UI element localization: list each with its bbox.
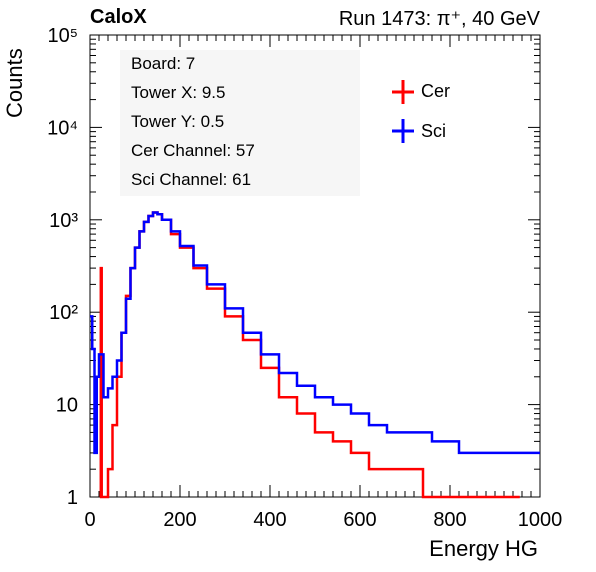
y-tick-label: 10³: [49, 210, 78, 232]
y-axis-label: Counts: [2, 48, 27, 118]
x-tick-label: 400: [253, 509, 286, 531]
x-tick-label: 200: [163, 509, 196, 531]
series-line-cer: [99, 211, 520, 499]
x-tick-label: 1000: [518, 509, 563, 531]
sci-channel-label: Sci Channel: 61: [131, 170, 252, 189]
cer-channel-label: Cer Channel: 57: [131, 141, 255, 160]
x-tick-label: 600: [343, 509, 376, 531]
legend-label-cer: Cer: [421, 81, 451, 101]
y-tick-label: 1: [67, 487, 78, 509]
y-tick-label: 10⁵: [47, 25, 78, 47]
tower-y-label: Tower Y: 0.5: [131, 112, 225, 131]
x-tick-label: 800: [433, 509, 466, 531]
run-header: Run 1473: π⁺, 40 GeV: [339, 6, 540, 31]
beam-label: π⁺, 40 GeV: [436, 8, 540, 30]
experiment-title: CaloX: [90, 6, 147, 28]
run-label: Run 1473:: [338, 8, 432, 30]
y-tick-label: 10: [56, 395, 78, 417]
series-line-sci: [90, 211, 540, 455]
x-axis-label: Energy HG: [429, 536, 538, 561]
x-tick-label: 0: [84, 509, 95, 531]
y-tick-label: 10²: [49, 302, 78, 324]
board-label: Board: 7: [131, 54, 196, 73]
tower-x-label: Tower X: 9.5: [131, 83, 226, 102]
y-tick-label: 10⁴: [47, 117, 78, 139]
info-box: [120, 50, 360, 196]
legend-label-sci: Sci: [421, 121, 447, 141]
